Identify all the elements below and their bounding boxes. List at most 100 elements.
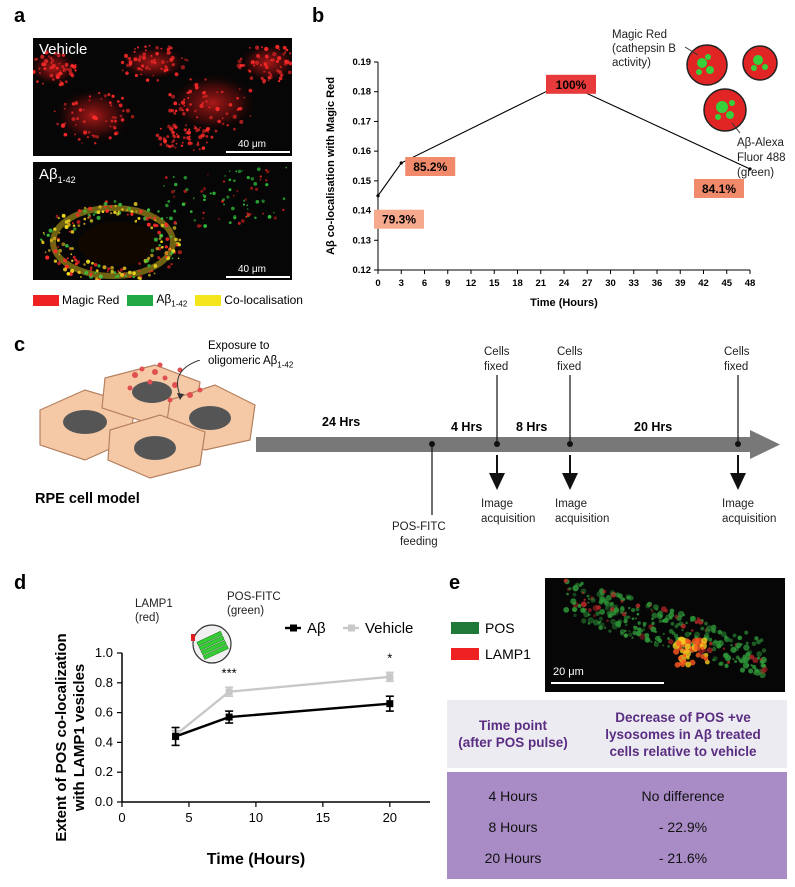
- segment-24hrs: 24 Hrs: [322, 415, 361, 429]
- legend-colocalisation: Co-localisation: [224, 293, 303, 308]
- point-label: 85.2%: [413, 160, 447, 174]
- scale-label: 20 μm: [553, 666, 584, 678]
- lamp1-red-label: LAMP1 (red): [135, 598, 173, 624]
- abeta-micrograph: Aβ1-42 40 μm: [33, 162, 292, 280]
- y-tick-label: 0.2: [95, 764, 113, 779]
- pos-fitc-green-label: POS-FITC (green): [227, 591, 281, 617]
- table-cell: 20 Hours: [484, 849, 542, 866]
- series-line: [377, 82, 751, 197]
- header-decrease: Decrease of POS +ve lysosomes in Aβ trea…: [605, 709, 761, 759]
- panel-b-label: b: [312, 5, 325, 27]
- rpe-cell-model-illustration: [39, 360, 256, 479]
- point-label-box: [546, 74, 596, 94]
- data-point: [386, 673, 394, 681]
- x-tick-label: 48: [745, 278, 756, 289]
- y-tick-label: 0.17: [353, 116, 372, 127]
- point-label-box: [405, 157, 456, 177]
- table-row: 8 Hours - 22.9%: [447, 811, 787, 842]
- cells-fixed-marker: [735, 441, 741, 447]
- pos-lamp1-micrograph-image: [563, 578, 768, 679]
- cells-fixed-marker: [567, 441, 573, 447]
- data-point: [172, 732, 180, 740]
- acquisition-arrowhead: [562, 473, 578, 490]
- point-label-box: [694, 178, 744, 198]
- x-tick-label: 36: [652, 278, 663, 289]
- y-tick-label: 0.0: [95, 794, 113, 809]
- y-axis-label: Aβ co-localisation with Magic Red: [325, 77, 337, 255]
- table-cell: No difference: [641, 787, 725, 804]
- pos-lamp1-micrograph: 20 μm: [545, 578, 785, 692]
- segment-4hrs: 4 Hrs: [451, 420, 483, 434]
- panel-b-chart: 0 3 6 9 12 15 18 21 24 27 30 33 36 39 42 45 480.120.130.…: [325, 57, 756, 309]
- pos-decrease-table: Time point (after POS pulse) Decrease of…: [447, 700, 787, 879]
- abeta-label: Aβ1-42: [39, 166, 76, 185]
- pos-feeding-marker: [429, 441, 435, 447]
- legend-magic-red: Magic Red: [62, 293, 120, 308]
- data-point: [386, 700, 394, 708]
- significance-mark: ***: [222, 665, 237, 680]
- table-row: 20 Hours - 21.6%: [447, 842, 787, 873]
- y-tick-label: 0.6: [95, 705, 113, 720]
- vehicle-micrograph-image: [33, 43, 292, 152]
- x-tick-label: 12: [466, 278, 477, 289]
- data-point: [748, 167, 752, 171]
- x-tick-label: 21: [535, 278, 546, 289]
- y-tick-label: 0.15: [353, 176, 372, 187]
- vehicle-micrograph: Vehicle 40 μm: [33, 38, 292, 156]
- table-cell: - 22.9%: [658, 818, 708, 835]
- image-acquisition-label-3: Image acquisition: [722, 498, 777, 525]
- data-point: [399, 161, 403, 165]
- image-acquisition-label-2: Image acquisition: [555, 498, 610, 525]
- experiment-timeline: [256, 375, 780, 515]
- y-tick-label: 0.19: [353, 57, 372, 68]
- legend-abeta: Aβ1-42: [156, 292, 188, 309]
- legend-lamp1: LAMP1: [485, 646, 531, 662]
- legend-swatch-abeta: [127, 294, 154, 306]
- y-tick-label: 0.14: [353, 206, 372, 217]
- acquisition-arrowhead: [489, 473, 505, 490]
- scale-bar: [226, 151, 290, 153]
- x-axis-label: Time (Hours): [530, 297, 598, 309]
- point-label: 84.1%: [702, 182, 736, 196]
- data-point: [376, 194, 380, 198]
- y-tick-label: 1.0: [95, 645, 113, 660]
- panel-a-legend: Magic Red Aβ1-42 Co-localisation: [33, 292, 303, 308]
- legend-marker: [290, 624, 297, 632]
- significance-mark: *: [387, 650, 392, 665]
- point-label: 79.3%: [382, 213, 416, 227]
- pos-fitc-feeding-label: POS-FITC feeding: [392, 521, 446, 548]
- data-point: [225, 713, 233, 721]
- abeta-alexa-annotation: Aβ-Alexa Fluor 488 (green): [737, 137, 786, 179]
- x-tick-label: 20: [383, 810, 397, 825]
- y-tick-label: 0.13: [353, 235, 372, 246]
- y-tick-label: 0.8: [95, 675, 113, 690]
- panel-d-label: d: [14, 572, 27, 594]
- x-tick-label: 6: [422, 278, 427, 289]
- legend-label: Vehicle: [365, 620, 413, 637]
- x-tick-label: 45: [721, 278, 732, 289]
- header-time-point: Time point (after POS pulse): [458, 718, 568, 750]
- lysosome-pos-illustration: [191, 624, 232, 664]
- magic-red-annotation: Magic Red (cathepsin B activity): [612, 29, 676, 69]
- panel-e-label: e: [449, 572, 461, 594]
- lysosome-cells-illustration: [684, 44, 778, 134]
- x-tick-label: 15: [489, 278, 500, 289]
- y-axis-label: Extent of POS co-localization: [53, 633, 70, 841]
- table-header: Time point (after POS pulse) Decrease of…: [447, 700, 787, 768]
- y-tick-label: 0.4: [95, 734, 113, 749]
- x-tick-label: 33: [628, 278, 639, 289]
- abeta-micrograph-image: [39, 166, 288, 280]
- panel-c-label: c: [14, 334, 26, 356]
- legend-swatch-colocalisation: [195, 294, 222, 306]
- cells-fixed-label-3: Cells fixed: [724, 346, 750, 373]
- x-tick-label: 10: [249, 810, 263, 825]
- point-label: 100%: [556, 78, 587, 92]
- x-tick-label: 39: [675, 278, 686, 289]
- x-tick-label: 24: [559, 278, 570, 289]
- scale-bar: [226, 276, 290, 278]
- y-axis-label: with LAMP1 vesicles: [71, 664, 88, 813]
- x-tick-label: 9: [445, 278, 450, 289]
- x-tick-label: 5: [185, 810, 192, 825]
- panel-a-label: a: [14, 5, 26, 27]
- y-tick-label: 0.18: [353, 87, 372, 98]
